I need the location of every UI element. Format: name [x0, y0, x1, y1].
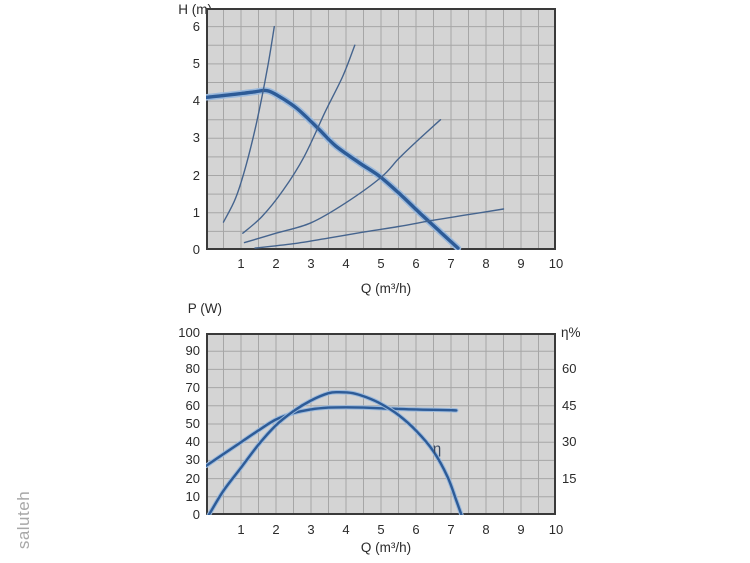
y-tick-label: 3: [192, 130, 200, 146]
x-tick-label: 3: [307, 522, 315, 537]
y-tick-label: 4: [192, 93, 200, 109]
watermark-text: saluteh: [14, 490, 33, 550]
x-tick-label: 6: [412, 522, 420, 537]
x-tick-label: 4: [342, 522, 350, 537]
y-tick-label: 100: [178, 325, 200, 340]
flow-axis-label-top: Q (m³/h): [360, 281, 412, 296]
y-tick-label: 5: [192, 55, 200, 71]
x-tick-label: 8: [482, 522, 490, 537]
y-tick-label: 0: [192, 242, 200, 257]
y-tick-label: 80: [185, 361, 200, 377]
y-tick-label: 60: [185, 397, 200, 413]
y-tick-label: 40: [185, 434, 200, 450]
y-tick-label: 10: [185, 488, 200, 504]
x-tick-label: 7: [447, 256, 455, 271]
y2-tick-label: 30: [562, 434, 577, 450]
power-curve: [206, 406, 458, 468]
y-tick-label: 1: [192, 204, 200, 220]
flow-axis-label-bottom: Q (m³/h): [360, 540, 412, 555]
x-tick-label: 7: [447, 522, 455, 537]
efficiency-curve: [207, 390, 463, 515]
x-tick-label: 9: [517, 522, 525, 537]
system-curve-2: [242, 44, 356, 234]
system-curve-1: [222, 25, 275, 223]
head-flow-chart-canvas: [206, 8, 556, 250]
x-tick-label: 5: [377, 256, 385, 271]
x-tick-label: 3: [307, 256, 315, 271]
x-tick-label: 8: [482, 256, 490, 271]
y-tick-label: 0: [192, 507, 200, 522]
y-tick-label: 30: [185, 452, 200, 468]
system-curve-3: [243, 119, 442, 244]
x-tick-label: 10: [548, 522, 564, 537]
x-tick-label: 9: [517, 256, 525, 271]
y-tick-label: 70: [185, 379, 200, 395]
power-efficiency-chart-canvas: η: [206, 333, 556, 515]
y2-tick-label: 45: [562, 397, 577, 413]
x-tick-label: 5: [377, 522, 385, 537]
efficiency-axis-label: η%: [561, 325, 581, 340]
y-tick-label: 20: [185, 470, 200, 486]
efficiency-curve-label: η: [433, 440, 441, 457]
y-tick-label: 2: [192, 167, 200, 183]
y2-tick-label: 60: [562, 361, 577, 377]
head-axis-label: H (m): [178, 2, 212, 17]
x-tick-label: 2: [272, 256, 280, 271]
x-tick-label: 1: [237, 522, 245, 537]
x-tick-label: 6: [412, 256, 420, 271]
x-tick-label: 10: [548, 256, 564, 271]
power-axis-label: P (W): [187, 301, 222, 316]
x-tick-label: 2: [272, 522, 280, 537]
y-tick-label: 6: [192, 18, 200, 34]
system-curve-4: [254, 208, 505, 249]
y-tick-label: 90: [185, 343, 200, 359]
y-tick-label: 50: [185, 416, 200, 431]
y2-tick-label: 15: [562, 470, 577, 486]
x-tick-label: 4: [342, 256, 350, 271]
x-tick-label: 1: [237, 256, 245, 271]
